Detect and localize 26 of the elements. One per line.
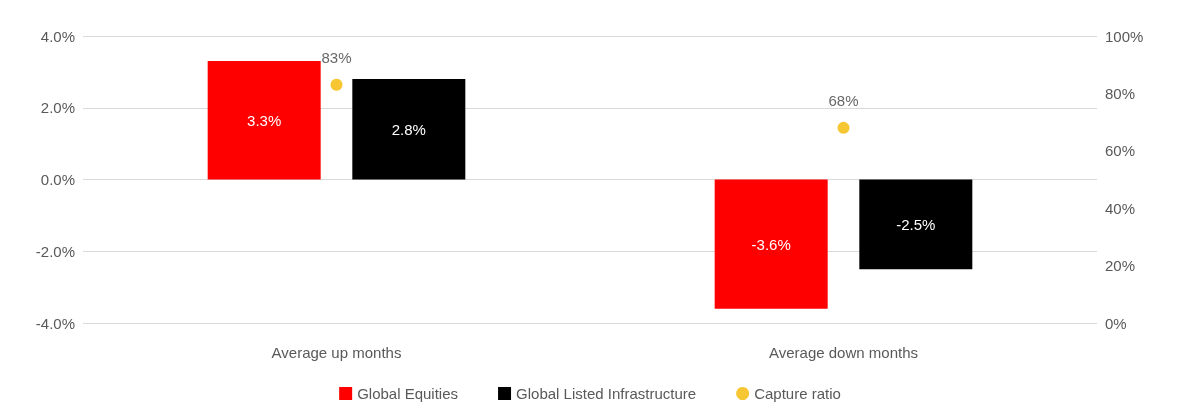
legend-label: Global Equities [357,385,459,402]
y2-tick-label: 100% [1105,27,1144,45]
legend-label: Global Listed Infrastructure [516,385,697,402]
y2-tick-label: 60% [1105,142,1136,160]
y-tick-label: 0.0% [40,171,75,188]
data-label: -2.5% [896,215,936,233]
x-tick-label: Average down months [769,344,918,361]
data-label: 3.3% [247,111,282,129]
bar [352,79,466,180]
x-tick-label: Average up months [271,344,402,361]
y-tick-label: 4.0% [40,27,75,45]
y-tick-label: -4.0% [35,314,75,332]
y2-tick-label: 40% [1105,199,1136,217]
y2-tick-label: 80% [1105,84,1136,102]
data-label: 68% [828,91,859,109]
y-tick-label: 2.0% [40,99,75,117]
y2-tick-label: 20% [1105,257,1136,275]
data-label: 83% [321,48,352,66]
bar [207,61,321,180]
y2-tick-label: 0% [1105,314,1127,332]
data-label: -3.6% [751,235,791,253]
legend-label: Capture ratio [754,385,841,402]
bar [859,179,973,270]
bar [714,179,828,309]
y-tick-label: -2.0% [35,242,75,260]
data-label: 2.8% [391,120,426,138]
